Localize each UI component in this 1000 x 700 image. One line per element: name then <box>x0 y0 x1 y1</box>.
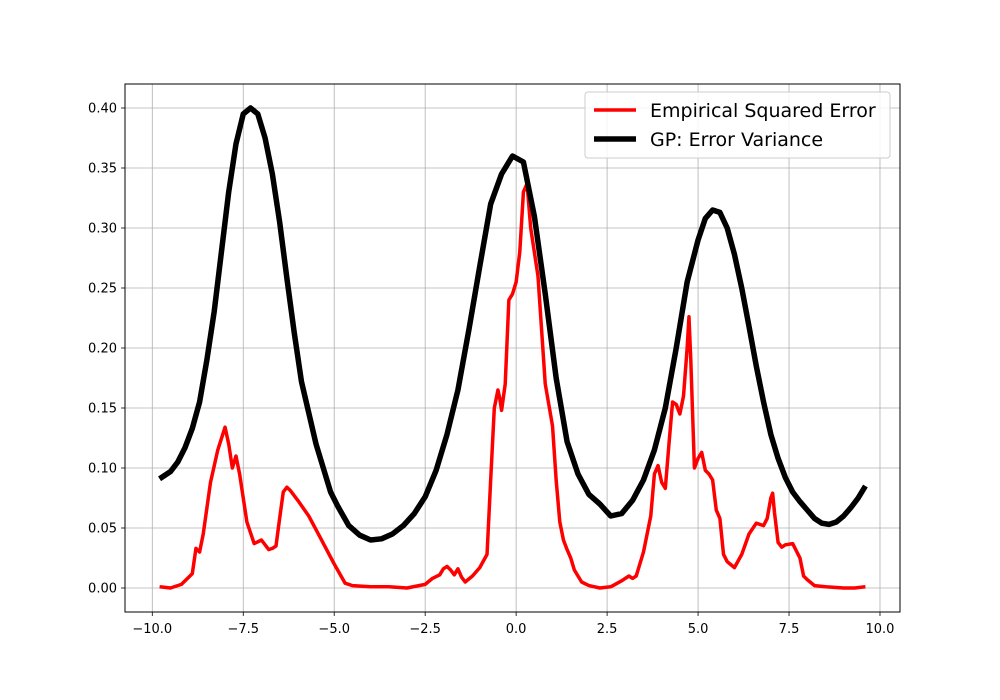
x-tick-label: −7.5 <box>227 622 259 637</box>
legend: Empirical Squared Error GP: Error Varianc… <box>584 91 891 159</box>
x-tick-label: 7.5 <box>779 622 800 637</box>
x-axis: −10.0 −7.5 −5.0 −2.5 0.0 2.5 5.0 7.5 10.0 <box>132 612 894 637</box>
x-tick-label: 5.0 <box>688 622 709 637</box>
y-tick-label: 0.40 <box>88 102 117 117</box>
series-line-2 <box>158 105 868 543</box>
y-tick-label: 0.25 <box>88 282 117 297</box>
series-line-1 <box>159 181 866 590</box>
y-tick-label: 0.15 <box>88 402 117 417</box>
legend-box <box>584 91 891 159</box>
y-tick-label: 0.10 <box>88 462 117 477</box>
x-tick-label: 10.0 <box>866 622 895 637</box>
x-tick-label: −5.0 <box>318 622 350 637</box>
x-tick-label: 2.5 <box>597 622 618 637</box>
x-tick-label: −2.5 <box>409 622 441 637</box>
series-lines <box>158 105 868 590</box>
x-tick-label: −10.0 <box>132 622 172 637</box>
x-tick-label: 0.0 <box>506 622 527 637</box>
y-tick-label: 0.20 <box>88 342 117 357</box>
legend-label: GP: Error Variance <box>650 129 823 151</box>
legend-label: Empirical Squared Error <box>650 100 876 122</box>
y-axis: 0.00 0.05 0.10 0.15 0.20 0.25 0.30 0.35 0.40 <box>88 102 125 597</box>
y-tick-label: 0.00 <box>88 582 117 597</box>
y-tick-label: 0.30 <box>88 222 117 237</box>
y-tick-label: 0.35 <box>88 162 117 177</box>
y-tick-label: 0.05 <box>88 522 117 537</box>
